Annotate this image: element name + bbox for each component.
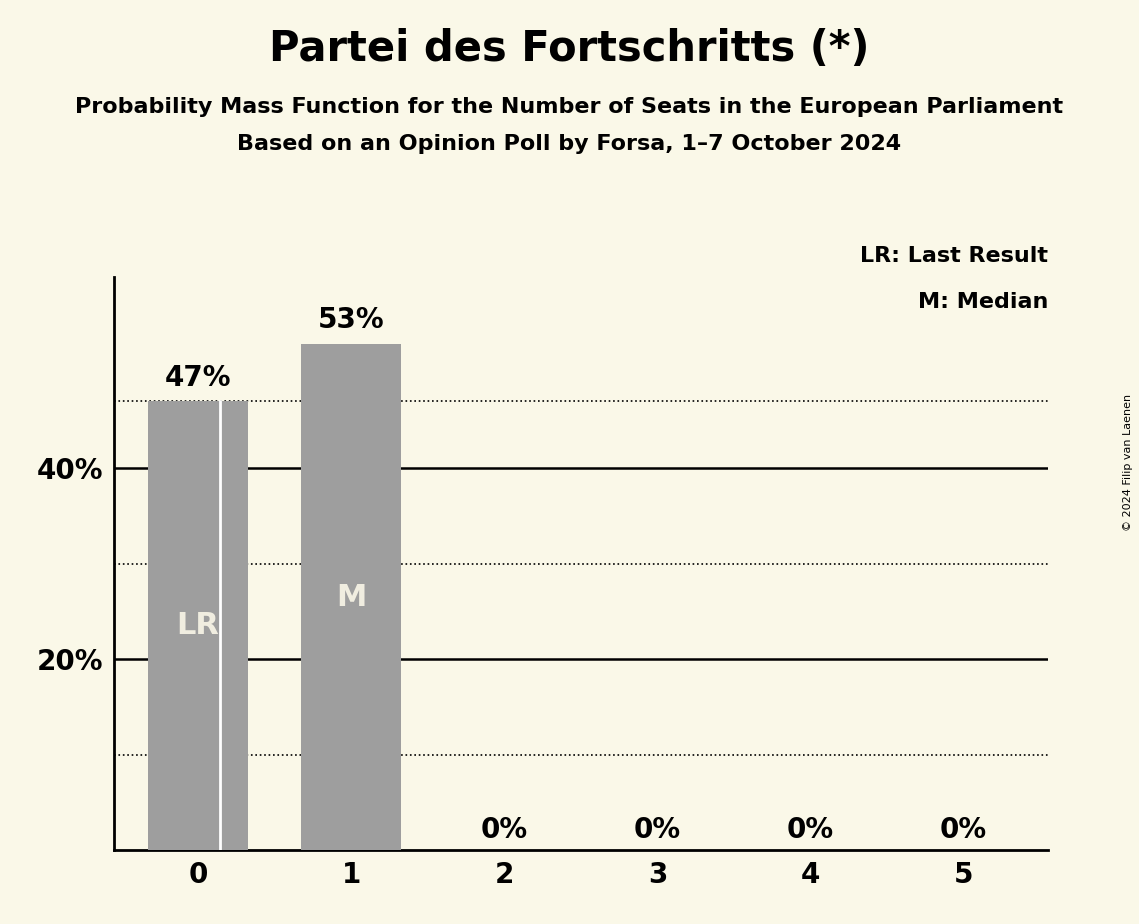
Text: 0%: 0%	[481, 816, 527, 845]
Text: 0%: 0%	[634, 816, 681, 845]
Text: 47%: 47%	[165, 364, 231, 392]
Text: Based on an Opinion Poll by Forsa, 1–7 October 2024: Based on an Opinion Poll by Forsa, 1–7 O…	[237, 134, 902, 154]
Text: 0%: 0%	[787, 816, 834, 845]
Text: M: Median: M: Median	[918, 292, 1048, 311]
Text: LR: LR	[177, 611, 220, 640]
Text: LR: Last Result: LR: Last Result	[860, 246, 1048, 266]
Text: 53%: 53%	[318, 307, 385, 334]
Text: Probability Mass Function for the Number of Seats in the European Parliament: Probability Mass Function for the Number…	[75, 97, 1064, 117]
Bar	[148, 401, 248, 850]
Text: 0%: 0%	[940, 816, 988, 845]
Text: Partei des Fortschritts (*): Partei des Fortschritts (*)	[269, 28, 870, 69]
Text: © 2024 Filip van Laenen: © 2024 Filip van Laenen	[1123, 394, 1133, 530]
Text: M: M	[336, 582, 367, 612]
Bar	[302, 344, 401, 850]
